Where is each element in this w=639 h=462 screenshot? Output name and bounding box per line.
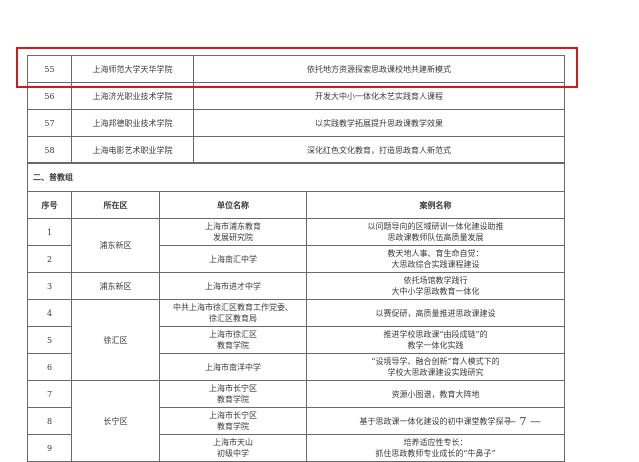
cell-line: 上海市浦东教育 bbox=[205, 222, 261, 231]
cell-unit: 上海市南洋中学 bbox=[159, 353, 307, 381]
header-unit: 单位名称 bbox=[159, 191, 307, 219]
cell-case: 资源小图谱，教育大阵地 bbox=[306, 380, 565, 408]
cell-line: 上海南汇中学 bbox=[209, 254, 257, 264]
cell-line: 中共上海市徐汇区教育工作党委、 bbox=[173, 303, 293, 312]
cell-line: 初级中学 bbox=[217, 449, 249, 458]
table-row: 7 长宁区 上海市长宁区 教育学院 资源小图谱，教育大阵地 bbox=[27, 380, 565, 462]
table-row: 57 上海邦德职业技术学院 以实践教学拓展提升思政课教学效果 bbox=[27, 109, 565, 137]
cell-line: 大中小学思政教育一体化 bbox=[391, 287, 480, 296]
cell-case: 以实践教学拓展提升思政课教学效果 bbox=[193, 109, 565, 137]
header-district: 所在区 bbox=[71, 191, 160, 219]
table-row: 8 上海市长宁区 教育学院 基于思政课一体化建设的初中课堂教学探寻 bbox=[27, 407, 565, 435]
cell-line: 大思政综合实践课程建设 bbox=[391, 260, 480, 269]
table-row: 5 上海市徐汇区 教育学院 推进学校思政课“由段成链”的 教学一体化实践 bbox=[27, 326, 565, 354]
cell-unit: 上海南汇中学 bbox=[159, 245, 307, 273]
cell-unit: 上海市进才中学 bbox=[159, 272, 307, 300]
cell-unit: 上海邦德职业技术学院 bbox=[71, 109, 194, 137]
table-row: 3 浦东新区 上海市进才中学 依托场馆教学践行大中小学思政教育一体化 bbox=[27, 272, 565, 300]
cell-unit: 上海市徐汇区 教育学院 bbox=[159, 326, 307, 354]
cell-line: 教学一体化实践 bbox=[407, 341, 464, 350]
cell-no: 7 bbox=[27, 380, 72, 408]
header-no: 序号 bbox=[27, 191, 72, 219]
cell-no: 55 bbox=[27, 55, 72, 83]
cell-line: 学校大思政课建设实践研究 bbox=[387, 368, 484, 377]
cell-case: “设境导学、融合创新”育人模式下的 学校大思政课建设实践研究 bbox=[306, 353, 565, 381]
cell-case: 以问题导向的区域研训一体化建设助推 思政课教师队伍高质量发展 bbox=[306, 218, 565, 246]
cell-no: 8 bbox=[27, 407, 72, 435]
cell-no: 1 bbox=[27, 218, 72, 246]
cell-no: 6 bbox=[27, 353, 72, 381]
cell-case: 依托场馆教学践行大中小学思政教育一体化 bbox=[306, 272, 565, 300]
cell-line: 抓住思政教师专业成长的“牛鼻子” bbox=[375, 449, 496, 458]
cell-case: 深化红色文化教育，打造思政育人新范式 bbox=[193, 136, 565, 164]
section-row: 二、普教组 bbox=[27, 162, 565, 192]
cell-unit: 上海市长宁区 教育学院 bbox=[159, 380, 307, 408]
cell-line: 发展研究院 bbox=[213, 233, 253, 242]
cell-unit: 上海市浦东教育 发展研究院 bbox=[159, 218, 307, 246]
cell-no: 5 bbox=[27, 326, 72, 354]
table-row: 6 上海市南洋中学 “设境导学、融合创新”育人模式下的 学校大思政课建设实践研究 bbox=[27, 353, 565, 381]
header-row: 序号 所在区 单位名称 案例名称 bbox=[27, 191, 565, 219]
table-row: 2 上海南汇中学 教天地人事、育生命自觉： 大思政综合实践课程建设 bbox=[27, 245, 565, 273]
cell-line: 徐汇区教育局 bbox=[209, 314, 257, 323]
cell-line: 资源小图谱，教育大阵地 bbox=[391, 389, 480, 399]
cell-line: 思政课教师队伍高质量发展 bbox=[387, 233, 484, 242]
cell-line: 教育学院 bbox=[217, 395, 249, 404]
page-number: — 7 — bbox=[505, 415, 541, 428]
cell-district: 浦东新区 bbox=[71, 272, 160, 300]
cell-no: 58 bbox=[27, 136, 72, 164]
cell-line: 以赛促研，高质量推进思政课建设 bbox=[375, 308, 496, 318]
cell-district: 徐汇区 bbox=[71, 299, 160, 381]
cell-line: 推进学校思政课“由段成链”的 bbox=[383, 330, 488, 339]
cell-line: 上海市长宁区 bbox=[209, 411, 257, 420]
cell-line: 上海市徐汇区 bbox=[209, 330, 257, 339]
cell-district: 长宁区 bbox=[71, 380, 160, 462]
cell-line: 以问题导向的区域研训一体化建设助推 bbox=[367, 222, 504, 231]
cell-line: 上海市长宁区 bbox=[209, 384, 257, 393]
cell-line: 教育学院 bbox=[217, 341, 249, 350]
cell-line: 教育学院 bbox=[217, 422, 249, 431]
table-row: 58 上海电影艺术职业学院 深化红色文化教育，打造思政育人新范式 bbox=[27, 136, 565, 164]
cell-line: 上海市进才中学 bbox=[205, 281, 261, 291]
cell-unit: 上海市长宁区 教育学院 bbox=[159, 407, 307, 435]
cell-case: 推进学校思政课“由段成链”的 教学一体化实践 bbox=[306, 326, 565, 354]
cell-line: 依托场馆教学践行 bbox=[403, 276, 468, 285]
section-title: 二、普教组 bbox=[27, 162, 565, 192]
cell-line: 教天地人事、育生命自觉： bbox=[387, 249, 484, 258]
cell-case: 教天地人事、育生命自觉： 大思政综合实践课程建设 bbox=[306, 245, 565, 273]
cell-case: 基于思政课一体化建设的初中课堂教学探寻 bbox=[306, 407, 565, 435]
cell-district: 浦东新区 bbox=[71, 218, 160, 273]
cell-line: 上海市南洋中学 bbox=[205, 362, 261, 372]
cell-no: 2 bbox=[27, 245, 72, 273]
table-row: 4 徐汇区 中共上海市徐汇区教育工作党委、 徐汇区教育局 以赛促研，高质量推进思政课建设 bbox=[27, 299, 565, 381]
cell-line: 基于思政课一体化建设的初中课堂教学探寻 bbox=[359, 416, 512, 426]
highlight-box bbox=[16, 47, 578, 88]
cell-unit: 中共上海市徐汇区教育工作党委、 徐汇区教育局 bbox=[159, 299, 307, 327]
header-case: 案例名称 bbox=[306, 191, 565, 219]
cell-unit: 上海电影艺术职业学院 bbox=[71, 136, 194, 164]
cell-no: 3 bbox=[27, 272, 72, 300]
cell-no: 4 bbox=[27, 299, 72, 327]
cell-case: 以赛促研，高质量推进思政课建设 bbox=[306, 299, 565, 327]
upper-table: 55 上海师范大学天华学院 依托地方资源探索思政课校地共建新模式 56 上海济光职业技术… bbox=[27, 55, 565, 164]
cell-no: 57 bbox=[27, 109, 72, 137]
k12-table: 二、普教组 序号 所在区 单位名称 案例名称 1 浦东新区 上海市浦东教育 发展研究院… bbox=[27, 162, 565, 462]
cell-line: “设境导学、融合创新”育人模式下的 bbox=[371, 357, 500, 366]
table-row: 1 浦东新区 上海市浦东教育 发展研究院 以问题导向的区域研训一体化建设助推 思政课教师队… bbox=[27, 218, 565, 273]
